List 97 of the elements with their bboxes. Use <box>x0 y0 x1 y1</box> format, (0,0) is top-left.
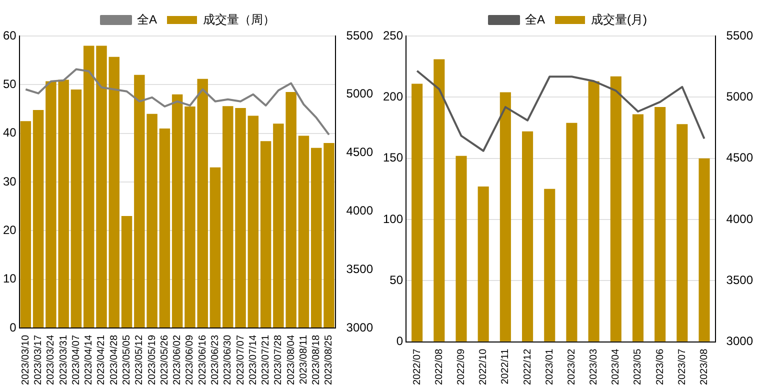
bar <box>654 106 666 342</box>
bar <box>588 81 600 342</box>
bar <box>260 141 272 328</box>
y2-tick-label: 4000 <box>726 212 754 226</box>
bar <box>412 84 423 342</box>
bar <box>676 124 688 342</box>
x-tick-label: 2023/04/07 <box>70 334 82 386</box>
x-tick-label: 2023/06/23 <box>210 334 221 386</box>
y2-tick-label: 5500 <box>726 28 754 42</box>
y2-tick-label: 3500 <box>726 272 754 287</box>
x-tick-label: 2023/03/10 <box>20 334 32 386</box>
x-tick-label: 2023/07/28 <box>273 334 284 386</box>
bar <box>544 188 556 342</box>
x-tick-label: 2023/03 <box>588 348 600 386</box>
y-tick-label: 40 <box>2 126 17 140</box>
bar <box>210 167 221 328</box>
x-tick-label: 2022/09 <box>456 348 467 386</box>
y2-tick-label: 5000 <box>726 89 754 104</box>
y-tick-label: 200 <box>382 89 404 104</box>
x-tick-label: 2023/07/14 <box>248 334 259 386</box>
bar <box>522 131 534 342</box>
y-tick-label: 0 <box>396 334 404 348</box>
bar <box>159 128 170 328</box>
bar <box>121 216 132 328</box>
x-tick-label: 2023/05/19 <box>146 334 158 386</box>
x-tick-label: 2023/08/04 <box>286 334 297 386</box>
y-tick-label: 60 <box>2 28 17 42</box>
x-tick-label: 2023/06/30 <box>222 334 234 386</box>
y2-tick-label: 3000 <box>726 334 754 348</box>
bar <box>324 143 334 328</box>
x-tick-label: 2023/06/16 <box>197 334 208 386</box>
bar <box>610 76 622 342</box>
y-tick-label: 150 <box>382 150 404 165</box>
x-tick-label: 2023/06/09 <box>184 334 196 386</box>
y-tick-label: 50 <box>390 272 404 287</box>
y2-tick-label: 3500 <box>346 262 374 276</box>
x-tick-label: 2023/04/14 <box>84 334 95 386</box>
bar <box>83 46 94 328</box>
x-tick-label: 2023/08/18 <box>311 334 322 386</box>
x-tick-label: 2023/08/25 <box>324 334 335 386</box>
x-tick-label: 2023/07/07 <box>235 334 246 386</box>
bar <box>70 90 82 328</box>
y2-tick-label: 3000 <box>346 320 374 334</box>
bar <box>20 121 32 328</box>
legend-label: 成交量(月) <box>591 12 648 26</box>
y2-tick-label: 4500 <box>346 145 374 160</box>
y-tick-label: 50 <box>2 76 17 91</box>
x-tick-label: 2022/07 <box>412 348 423 386</box>
bar <box>108 56 120 328</box>
x-tick-label: 2023/07/21 <box>260 334 272 386</box>
x-tick-label: 2022/11 <box>500 348 512 384</box>
x-tick-label: 2022/12 <box>522 348 534 386</box>
bar <box>566 122 578 342</box>
bar <box>172 94 183 328</box>
bar <box>698 158 710 342</box>
x-tick-label: 2023/05/12 <box>134 334 146 386</box>
x-tick-label: 2022/08 <box>434 348 445 386</box>
bar <box>632 114 644 342</box>
x-tick-label: 2023/03/31 <box>58 334 70 386</box>
x-tick-label: 2022/10 <box>478 348 490 386</box>
y2-tick-label: 5000 <box>346 86 374 101</box>
bar <box>500 92 511 342</box>
bar <box>298 136 310 328</box>
y-tick-label: 20 <box>2 222 17 237</box>
bar <box>248 116 259 328</box>
x-tick-label: 2023/03/17 <box>33 334 44 386</box>
x-tick-label: 2023/08/11 <box>298 334 310 384</box>
bar <box>96 46 107 328</box>
legend-label: 全A <box>137 12 158 26</box>
x-tick-label: 2023/04/28 <box>108 334 120 386</box>
bar <box>478 186 489 342</box>
y2-tick-label: 4500 <box>726 150 754 165</box>
y-tick-label: 250 <box>382 28 404 42</box>
y2-tick-label: 5500 <box>346 28 374 42</box>
y2-tick-label: 4000 <box>346 203 374 218</box>
x-tick-label: 2023/06 <box>654 348 666 386</box>
x-tick-label: 2023/01 <box>544 348 556 386</box>
y-tick-label: 10 <box>2 272 17 286</box>
x-tick-label: 2023/03/24 <box>46 334 57 386</box>
legend-label: 全A <box>525 12 546 26</box>
x-tick-label: 2023/08 <box>699 348 710 386</box>
x-tick-label: 2023/04 <box>610 348 622 386</box>
y-tick-label: 30 <box>2 174 17 188</box>
bar <box>456 156 467 342</box>
y-tick-label: 100 <box>382 212 404 226</box>
x-tick-label: 2023/02 <box>566 348 578 386</box>
x-tick-label: 2023/05/05 <box>122 334 133 386</box>
bar <box>310 148 322 328</box>
x-tick-label: 2023/05/26 <box>159 334 170 386</box>
bar <box>434 59 445 342</box>
bar <box>32 110 44 328</box>
y-tick-label: 0 <box>10 320 17 334</box>
x-tick-label: 2023/05 <box>632 348 644 386</box>
x-tick-label: 2023/04/21 <box>96 334 108 386</box>
x-tick-label: 2023/07 <box>676 348 688 386</box>
x-tick-label: 2023/06/02 <box>172 334 184 386</box>
legend-label: 成交量（周） <box>203 12 275 26</box>
